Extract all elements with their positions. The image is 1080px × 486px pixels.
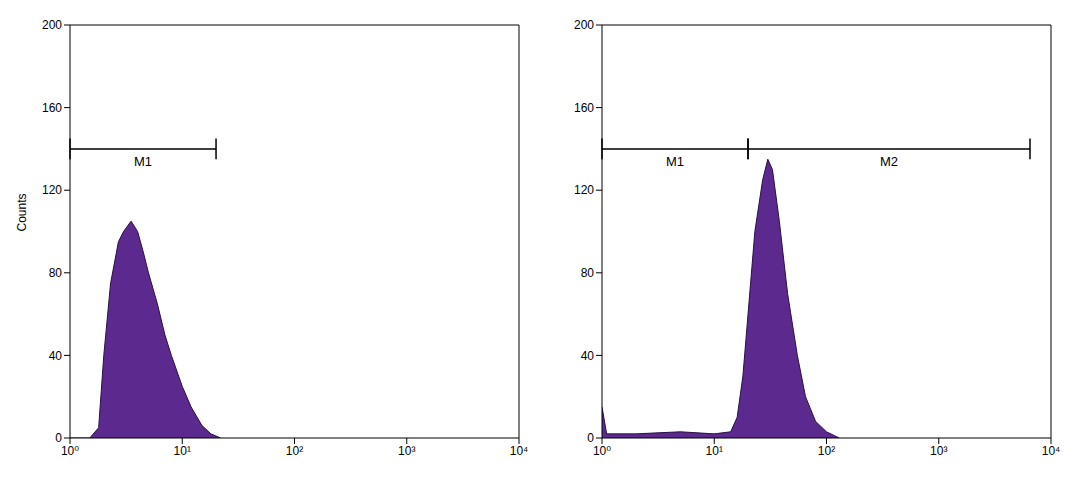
svg-text:10¹: 10¹ (706, 444, 723, 458)
svg-text:0: 0 (55, 431, 62, 445)
svg-text:10³: 10³ (398, 444, 415, 458)
svg-text:10¹: 10¹ (174, 444, 191, 458)
svg-text:120: 120 (574, 183, 594, 197)
svg-text:10⁴: 10⁴ (510, 444, 529, 458)
svg-text:40: 40 (581, 349, 595, 363)
svg-text:160: 160 (42, 101, 62, 115)
svg-text:M1: M1 (134, 154, 152, 169)
svg-text:40: 40 (49, 349, 63, 363)
svg-text:Counts: Counts (15, 193, 29, 231)
svg-text:10⁴: 10⁴ (1042, 444, 1061, 458)
svg-text:120: 120 (42, 183, 62, 197)
svg-text:200: 200 (42, 18, 62, 32)
svg-text:10⁰: 10⁰ (593, 444, 611, 458)
svg-text:M1: M1 (666, 154, 684, 169)
svg-text:10³: 10³ (930, 444, 947, 458)
svg-text:200: 200 (574, 18, 594, 32)
svg-text:0: 0 (587, 431, 594, 445)
svg-text:10²: 10² (286, 444, 303, 458)
svg-text:10²: 10² (818, 444, 835, 458)
svg-text:M2: M2 (880, 154, 898, 169)
svg-text:80: 80 (49, 266, 63, 280)
svg-text:10⁰: 10⁰ (61, 444, 79, 458)
svg-text:160: 160 (574, 101, 594, 115)
svg-text:80: 80 (581, 266, 595, 280)
